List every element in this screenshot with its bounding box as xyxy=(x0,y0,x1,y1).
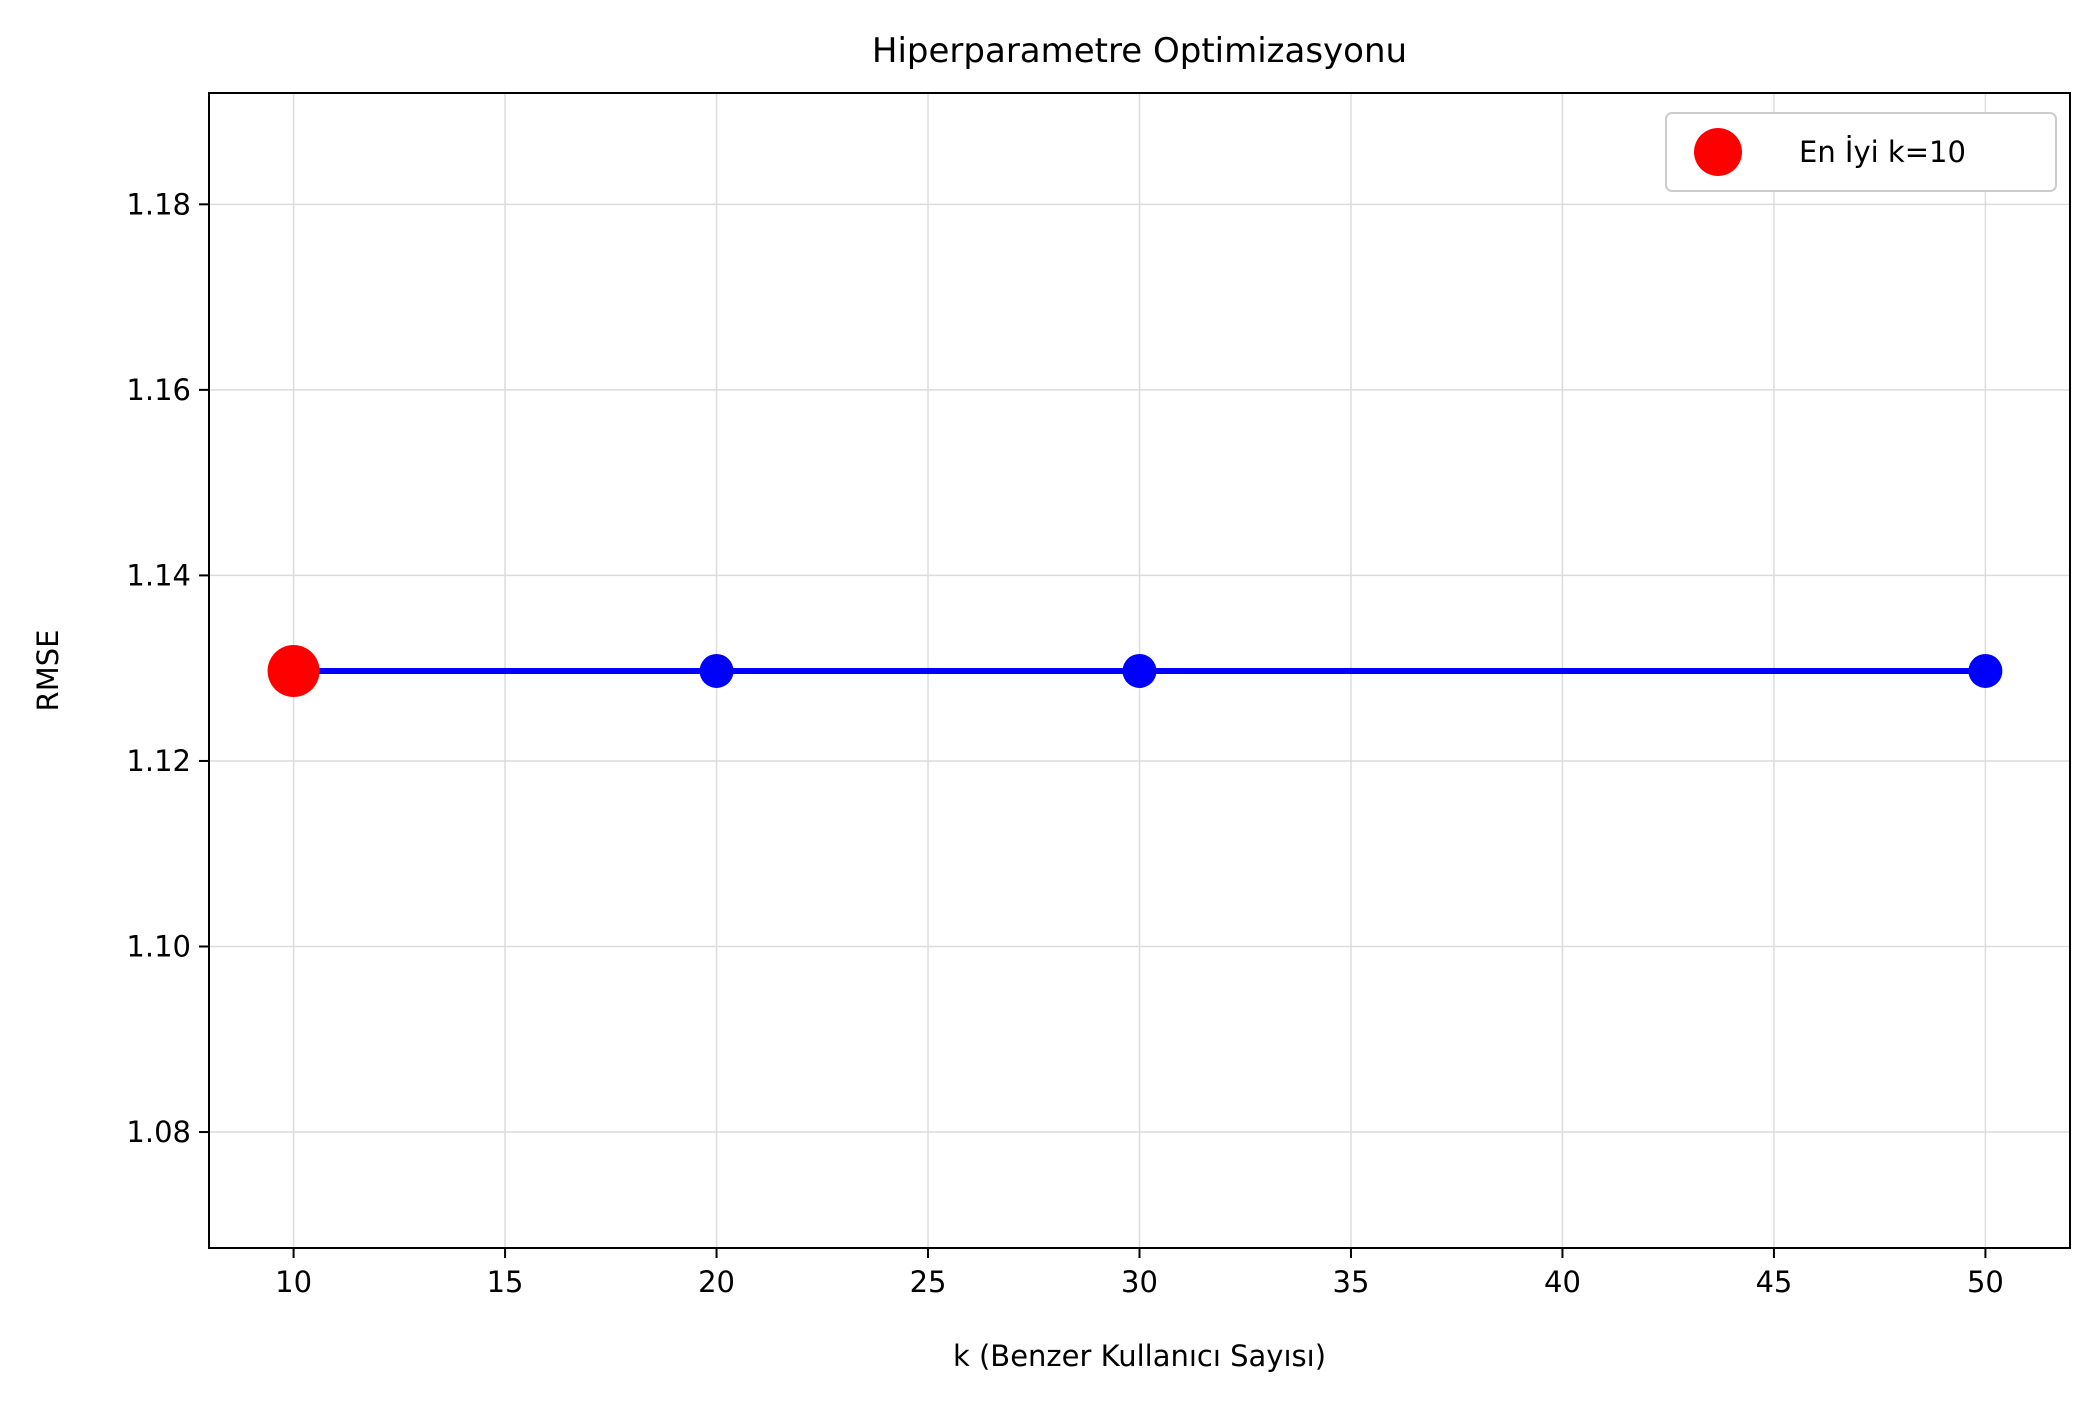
best-k-marker xyxy=(267,644,320,697)
series-1 xyxy=(267,644,320,697)
x-tick-label: 35 xyxy=(1333,1265,1370,1299)
data-point xyxy=(1122,653,1157,688)
y-tick-label: 1.16 xyxy=(126,373,191,407)
x-tick-label: 20 xyxy=(698,1265,735,1299)
x-axis-ticks: 10 15 20 25 30 35 40 45 50 xyxy=(275,1248,2004,1299)
series-layer xyxy=(267,644,2003,697)
y-axis-label: RMSE xyxy=(31,630,65,712)
y-tick-label: 1.14 xyxy=(126,558,191,592)
y-tick-label: 1.08 xyxy=(126,1115,191,1149)
x-tick-label: 45 xyxy=(1755,1265,1792,1299)
chart-title: Hiperparametre Optimizasyonu xyxy=(872,31,1407,71)
x-tick-label: 10 xyxy=(275,1265,312,1299)
x-tick-label: 15 xyxy=(487,1265,524,1299)
legend-marker xyxy=(1694,128,1742,176)
x-tick-label: 30 xyxy=(1121,1265,1158,1299)
y-tick-label: 1.18 xyxy=(126,187,191,221)
x-tick-label: 50 xyxy=(1967,1265,2004,1299)
y-axis-ticks: 1.08 1.10 1.12 1.14 1.16 1.18 xyxy=(126,187,209,1149)
y-tick-label: 1.12 xyxy=(126,744,191,778)
x-tick-label: 40 xyxy=(1544,1265,1581,1299)
data-point xyxy=(1968,653,2003,688)
legend: En İyi k=10 xyxy=(1665,112,2057,192)
data-point xyxy=(699,653,734,688)
legend-label: En İyi k=10 xyxy=(1799,135,1966,169)
x-axis-label: k (Benzer Kullanıcı Sayısı) xyxy=(953,1339,1326,1373)
legend-box xyxy=(1665,112,2057,192)
x-tick-label: 25 xyxy=(910,1265,947,1299)
y-tick-label: 1.10 xyxy=(126,929,191,963)
